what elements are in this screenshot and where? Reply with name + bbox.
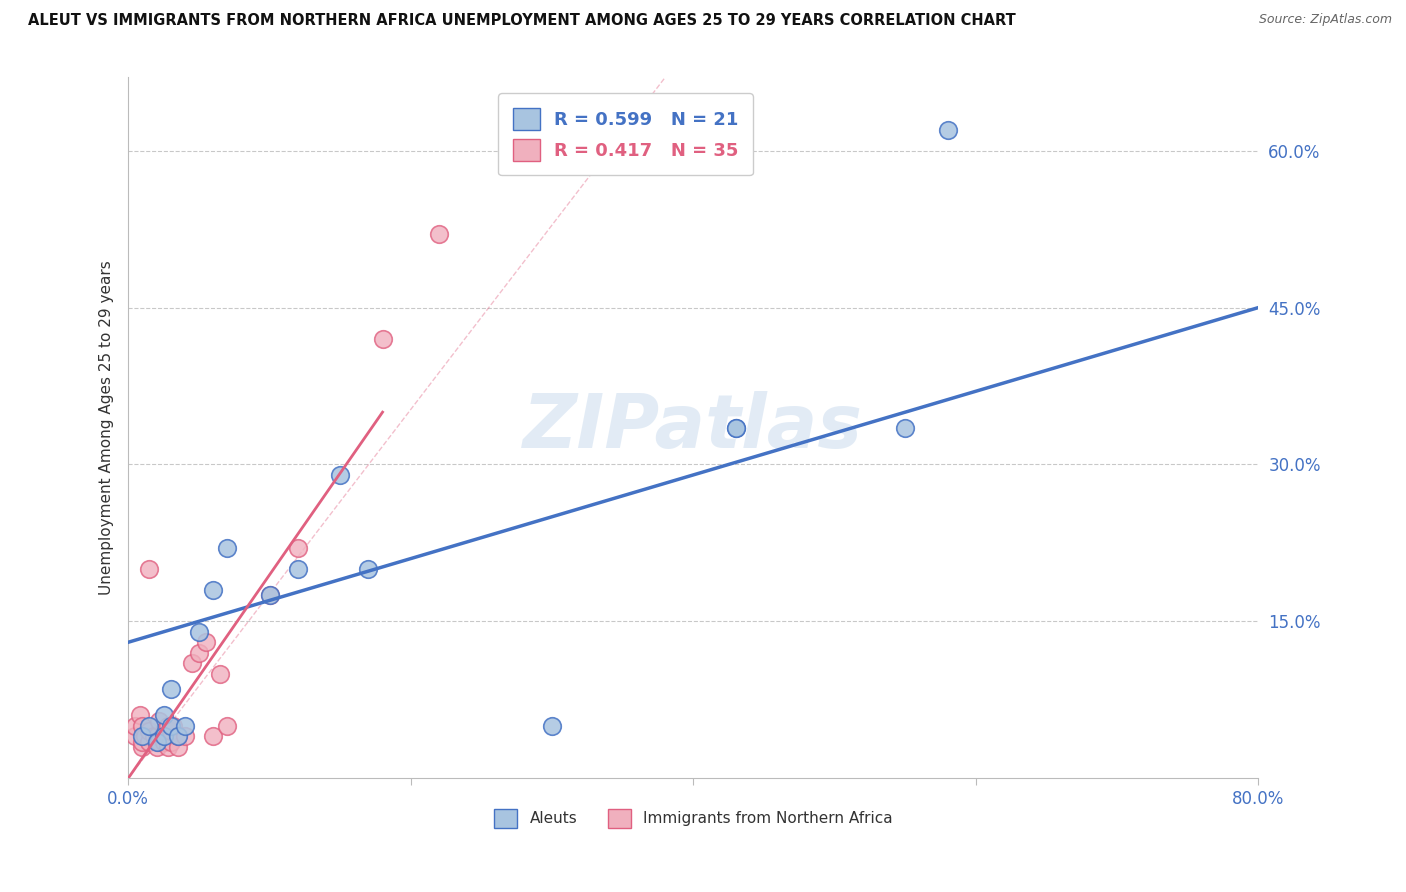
Point [138, 719, 160, 733]
Point [124, 730, 146, 744]
Point [217, 719, 239, 733]
Point [145, 730, 167, 744]
Point [159, 734, 181, 748]
Point [202, 730, 225, 744]
Point [131, 734, 153, 748]
Point [259, 588, 281, 602]
Point [287, 562, 309, 576]
Point [131, 739, 153, 754]
Point [371, 332, 394, 346]
Text: ZIPatlas: ZIPatlas [523, 392, 863, 465]
Point [166, 739, 188, 754]
Point [173, 730, 195, 744]
Point [209, 666, 232, 681]
Point [131, 730, 153, 744]
Point [138, 734, 160, 748]
Point [287, 541, 309, 555]
Point [152, 730, 174, 744]
Point [724, 421, 747, 435]
Point [162, 719, 184, 733]
Point [159, 724, 181, 739]
Point [134, 730, 156, 744]
Point [152, 724, 174, 739]
Y-axis label: Unemployment Among Ages 25 to 29 years: Unemployment Among Ages 25 to 29 years [100, 260, 114, 595]
Point [724, 421, 747, 435]
Point [194, 635, 217, 649]
Point [128, 708, 150, 723]
Point [156, 719, 179, 733]
Point [138, 724, 160, 739]
Point [357, 562, 380, 576]
Point [159, 682, 181, 697]
Point [166, 730, 188, 744]
Point [427, 227, 450, 242]
Point [159, 719, 181, 733]
Point [894, 421, 917, 435]
Point [145, 734, 167, 748]
Point [202, 582, 225, 597]
Point [148, 714, 170, 728]
Point [148, 734, 170, 748]
Point [145, 739, 167, 754]
Text: ALEUT VS IMMIGRANTS FROM NORTHERN AFRICA UNEMPLOYMENT AMONG AGES 25 TO 29 YEARS : ALEUT VS IMMIGRANTS FROM NORTHERN AFRICA… [28, 13, 1017, 29]
Point [329, 467, 352, 482]
Text: Source: ZipAtlas.com: Source: ZipAtlas.com [1258, 13, 1392, 27]
Point [180, 656, 202, 670]
Point [142, 730, 165, 744]
Point [187, 646, 209, 660]
Point [936, 122, 959, 136]
Point [259, 588, 281, 602]
Point [152, 708, 174, 723]
Point [541, 719, 564, 733]
Point [124, 719, 146, 733]
Point [131, 719, 153, 733]
Point [173, 719, 195, 733]
Point [166, 730, 188, 744]
Point [217, 541, 239, 555]
Point [187, 624, 209, 639]
Point [138, 562, 160, 576]
Legend: Aleuts, Immigrants from Northern Africa: Aleuts, Immigrants from Northern Africa [488, 803, 898, 834]
Point [152, 734, 174, 748]
Point [156, 739, 179, 754]
